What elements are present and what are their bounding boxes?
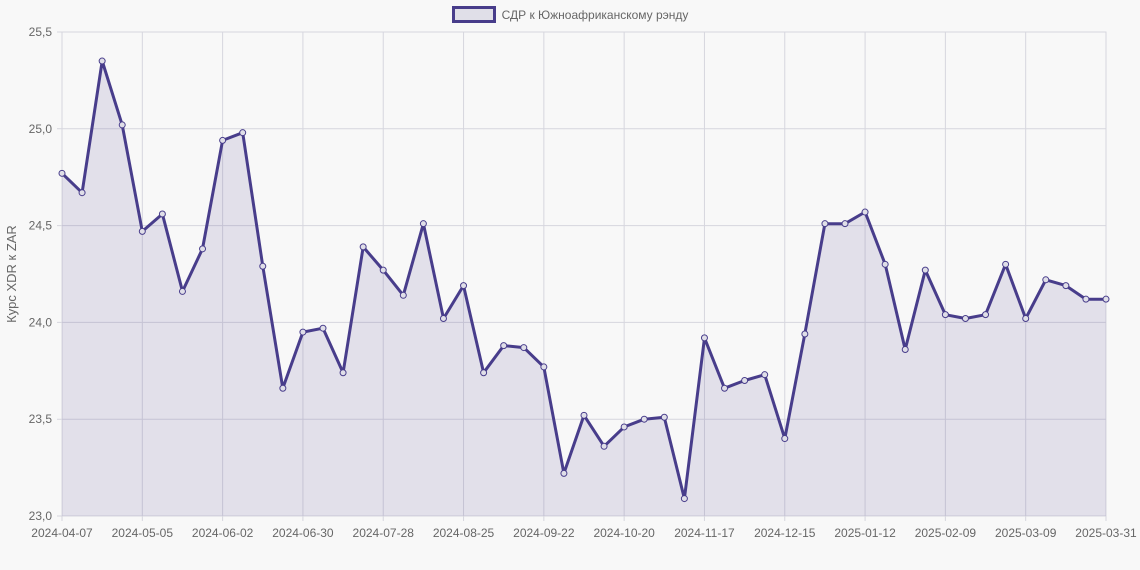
data-point[interactable] xyxy=(239,129,247,137)
x-tick-label: 2024-08-25 xyxy=(433,526,495,540)
data-point[interactable] xyxy=(158,210,166,218)
series-area-fill xyxy=(62,61,1106,516)
data-point[interactable] xyxy=(359,243,367,251)
data-point[interactable] xyxy=(138,227,146,235)
x-tick-label: 2024-09-22 xyxy=(513,526,575,540)
y-tick-label: 24,0 xyxy=(29,315,53,329)
data-point[interactable] xyxy=(219,136,227,144)
data-point[interactable] xyxy=(399,291,407,299)
data-point[interactable] xyxy=(881,260,889,268)
data-point[interactable] xyxy=(560,469,568,477)
data-point[interactable] xyxy=(178,287,186,295)
data-point[interactable] xyxy=(801,330,809,338)
y-tick-label: 23,5 xyxy=(29,412,53,426)
grid-lines xyxy=(57,31,1107,521)
data-point[interactable] xyxy=(98,57,106,65)
data-point[interactable] xyxy=(901,346,909,354)
data-point[interactable] xyxy=(721,384,729,392)
data-point[interactable] xyxy=(78,189,86,197)
data-point[interactable] xyxy=(379,266,387,274)
y-tick-label: 24,5 xyxy=(29,219,53,233)
data-point[interactable] xyxy=(861,208,869,216)
data-point[interactable] xyxy=(1022,315,1030,323)
data-point[interactable] xyxy=(580,411,588,419)
y-tick-label: 23,0 xyxy=(29,509,53,523)
y-tick-label: 25,5 xyxy=(29,25,53,39)
data-point[interactable] xyxy=(640,415,648,423)
data-point[interactable] xyxy=(1082,295,1090,303)
data-point[interactable] xyxy=(761,371,769,379)
legend-label: СДР к Южноафриканскому рэнду xyxy=(501,7,689,22)
legend-swatch xyxy=(451,6,496,23)
x-tick-label: 2024-10-20 xyxy=(593,526,655,540)
data-point[interactable] xyxy=(1062,282,1070,290)
data-point[interactable] xyxy=(821,220,829,228)
data-point[interactable] xyxy=(841,220,849,228)
data-point[interactable] xyxy=(921,266,929,274)
data-point[interactable] xyxy=(460,282,468,290)
data-point[interactable] xyxy=(199,245,207,253)
data-point[interactable] xyxy=(781,435,789,443)
x-tick-label: 2024-11-17 xyxy=(674,526,735,540)
y-axis-label: Курс XDR к ZAR xyxy=(4,225,19,323)
data-point[interactable] xyxy=(620,423,628,431)
data-point[interactable] xyxy=(259,262,267,270)
x-tick-label: 2024-12-15 xyxy=(754,526,816,540)
data-point[interactable] xyxy=(660,413,668,421)
y-axis-ticks: 23,0 23,5 24,0 24,5 25,0 25,5 xyxy=(29,25,53,523)
data-point[interactable] xyxy=(700,334,708,342)
data-point[interactable] xyxy=(982,311,990,319)
data-point[interactable] xyxy=(600,442,608,450)
chart-legend[interactable]: СДР к Южноафриканскому рэнду xyxy=(0,6,1140,23)
x-tick-label: 2024-06-30 xyxy=(272,526,334,540)
data-point[interactable] xyxy=(941,311,949,319)
data-point[interactable] xyxy=(118,121,126,129)
data-point[interactable] xyxy=(540,363,548,371)
data-point[interactable] xyxy=(520,344,528,352)
x-axis-ticks: 2024-04-07 2024-05-05 2024-06-02 2024-06-30… xyxy=(31,526,1137,540)
data-point[interactable] xyxy=(299,328,307,336)
data-point[interactable] xyxy=(58,169,66,177)
x-tick-label: 2024-07-28 xyxy=(353,526,415,540)
data-point[interactable] xyxy=(1042,276,1050,284)
x-tick-label: 2025-01-12 xyxy=(834,526,896,540)
x-tick-label: 2025-03-31 xyxy=(1075,526,1137,540)
x-tick-label: 2024-05-05 xyxy=(112,526,174,540)
data-point[interactable] xyxy=(680,495,688,503)
data-point[interactable] xyxy=(319,324,327,332)
y-tick-label: 25,0 xyxy=(29,122,53,136)
data-points xyxy=(58,57,1110,503)
data-point[interactable] xyxy=(500,342,508,350)
data-point[interactable] xyxy=(1002,260,1010,268)
x-tick-label: 2024-04-07 xyxy=(31,526,93,540)
data-point[interactable] xyxy=(741,376,749,384)
data-point[interactable] xyxy=(1102,295,1110,303)
x-tick-label: 2024-06-02 xyxy=(192,526,254,540)
x-tick-label: 2025-03-09 xyxy=(995,526,1057,540)
data-point[interactable] xyxy=(961,315,969,323)
data-point[interactable] xyxy=(480,369,488,377)
data-point[interactable] xyxy=(419,220,427,228)
data-point[interactable] xyxy=(339,369,347,377)
data-point[interactable] xyxy=(279,384,287,392)
data-point[interactable] xyxy=(439,315,447,323)
x-tick-label: 2025-02-09 xyxy=(915,526,977,540)
